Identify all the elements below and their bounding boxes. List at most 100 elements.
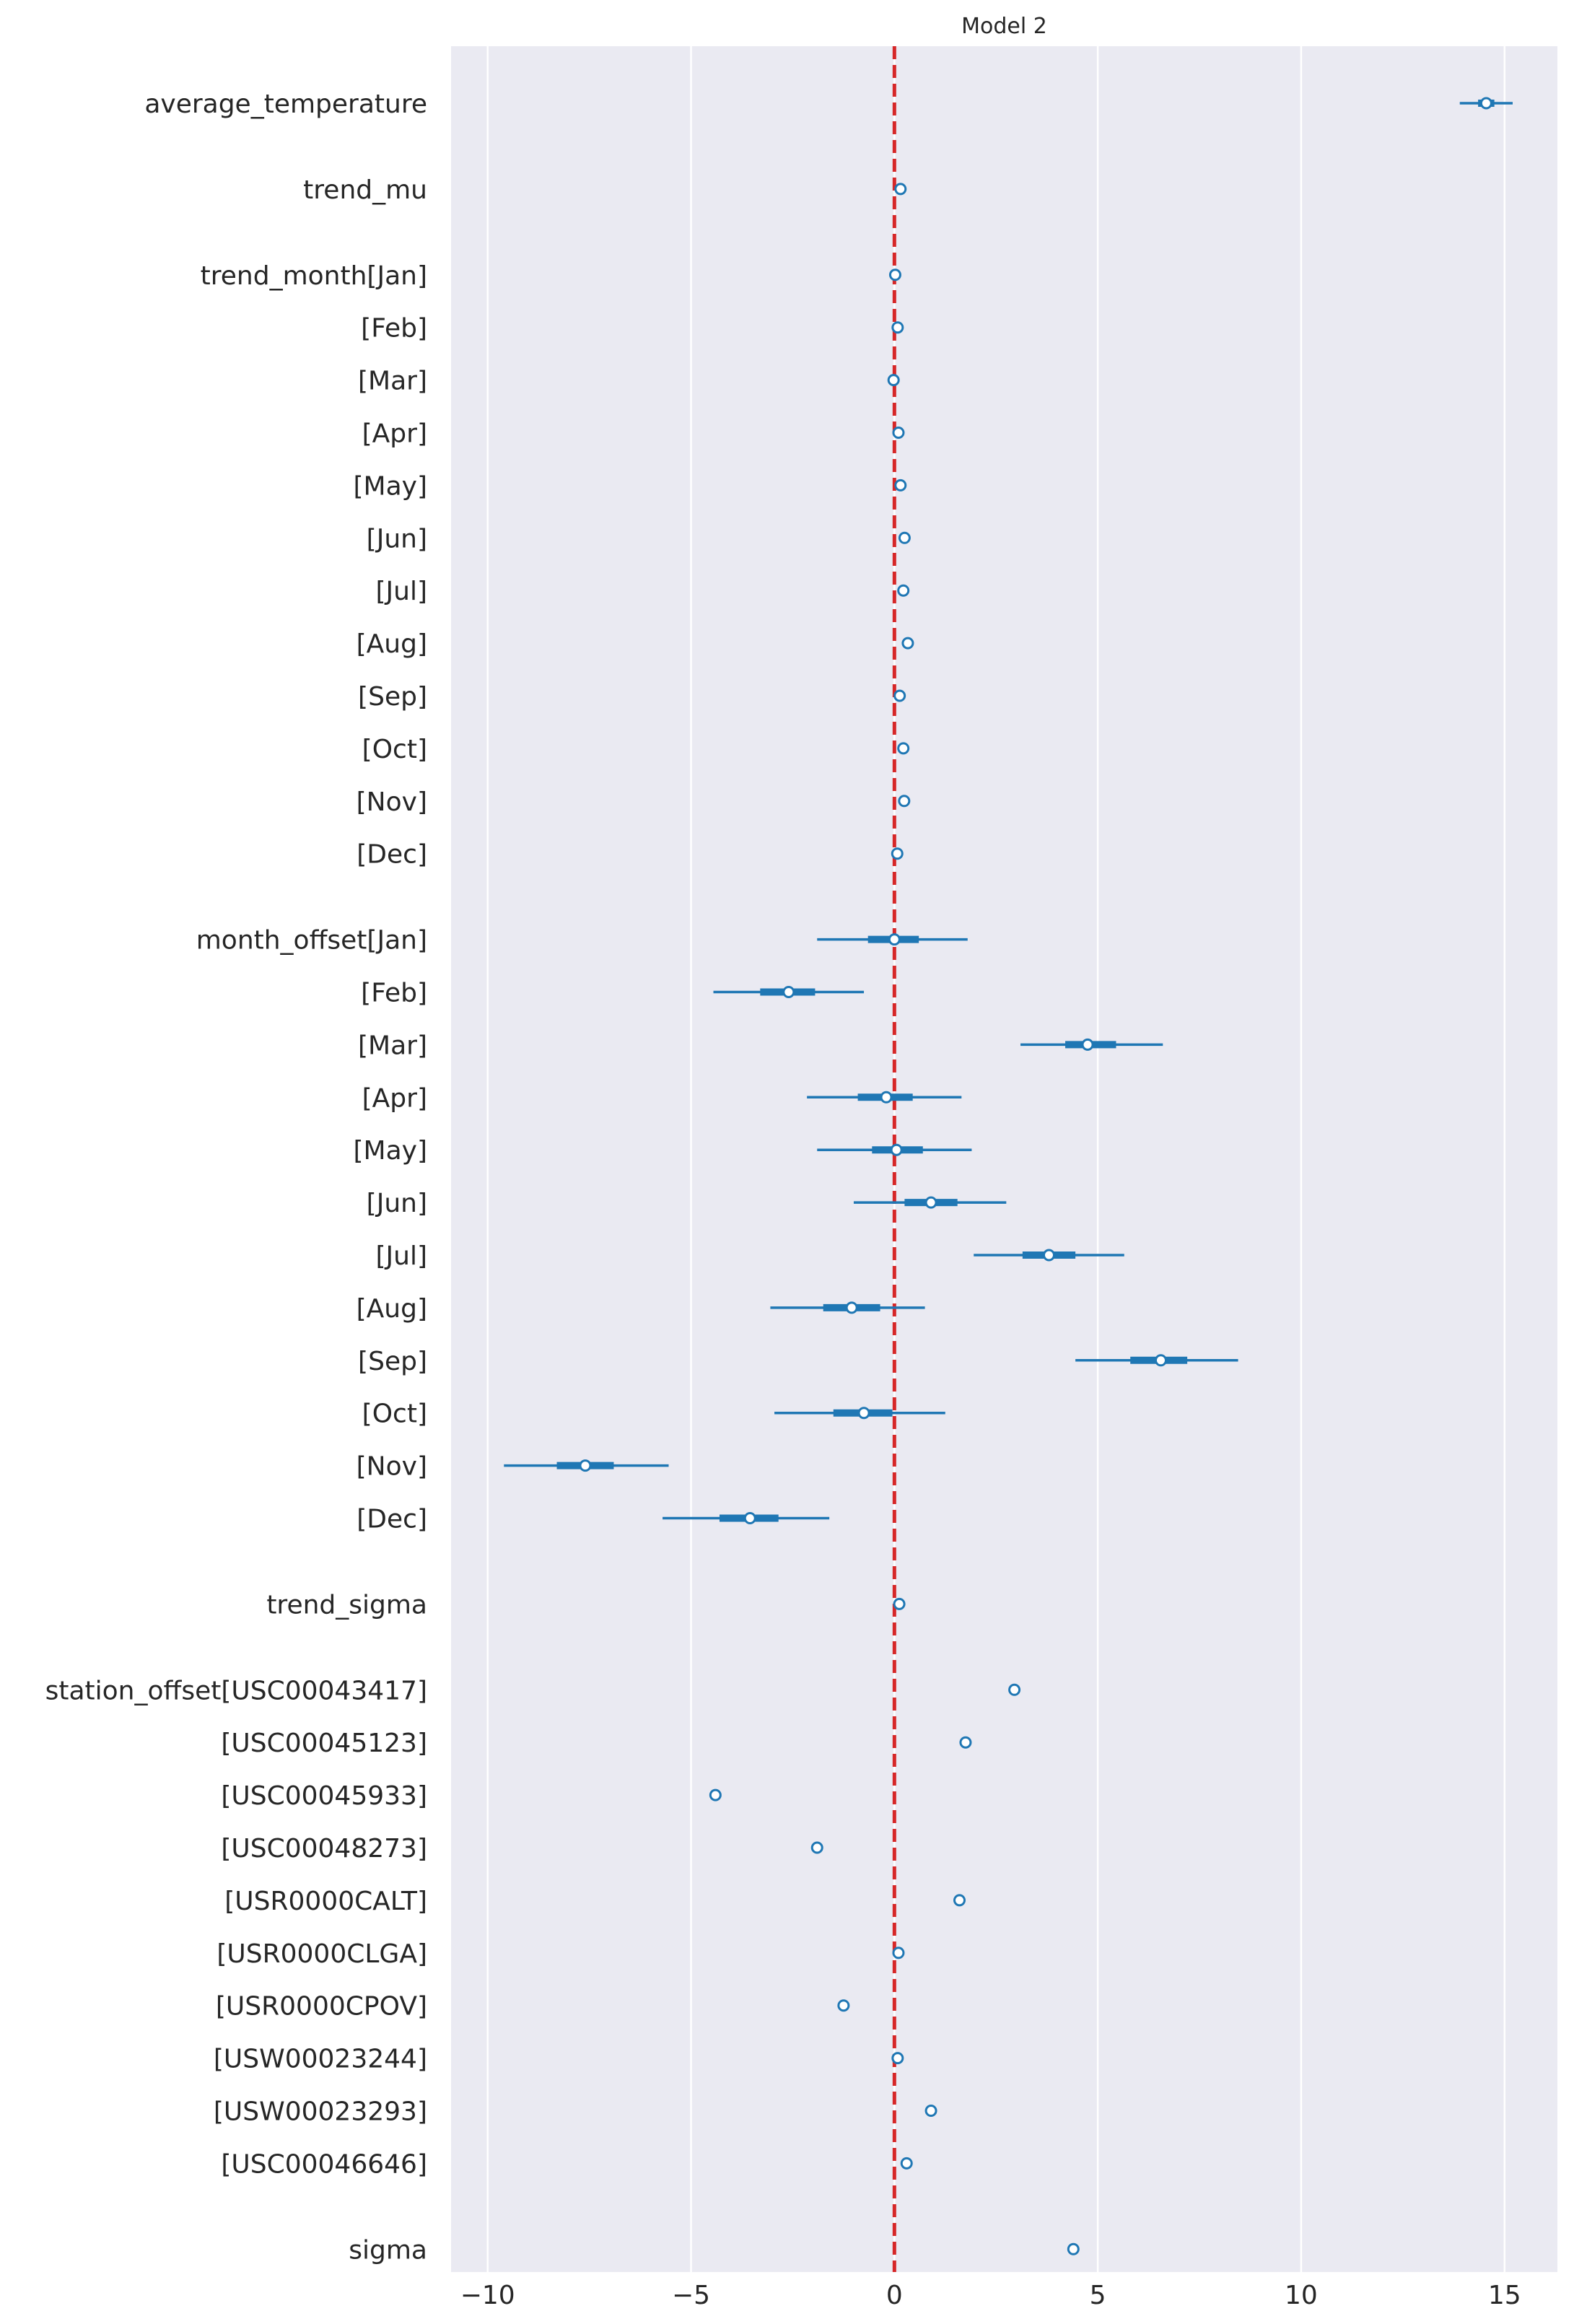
posterior-mean-point bbox=[888, 933, 901, 946]
posterior-mean-point bbox=[959, 1736, 972, 1749]
forest-row bbox=[891, 847, 904, 860]
y-tick-label: month_offset[Jan] bbox=[196, 926, 427, 956]
y-tick-label: station_offset[USC00043417] bbox=[45, 1676, 427, 1705]
posterior-mean-point bbox=[709, 1788, 722, 1801]
forest-row bbox=[837, 1999, 850, 2012]
forest-row bbox=[663, 1512, 830, 1524]
posterior-mean-point bbox=[887, 374, 900, 387]
y-tick-label: average_temperature bbox=[144, 89, 427, 119]
y-tick-label: [Mar] bbox=[358, 367, 427, 396]
posterior-mean-point bbox=[857, 1407, 870, 1420]
posterior-mean-point bbox=[810, 1841, 823, 1854]
forest-row bbox=[1008, 1683, 1021, 1696]
y-tick-label: [USW00023244] bbox=[214, 2045, 427, 2074]
forest-row bbox=[770, 1301, 925, 1314]
y-tick-label: [Nov] bbox=[357, 787, 427, 817]
forest-row bbox=[924, 2105, 937, 2117]
forest-row bbox=[817, 933, 968, 946]
forest-row bbox=[974, 1249, 1124, 1262]
posterior-mean-point bbox=[894, 479, 907, 492]
y-axis-labels: average_temperature trend_mu trend_month[J… bbox=[45, 89, 427, 2265]
y-tick-label: [USW00023293] bbox=[214, 2097, 427, 2127]
posterior-mean-point bbox=[891, 847, 904, 860]
posterior-mean-point bbox=[892, 427, 905, 439]
posterior-mean-point bbox=[953, 1894, 966, 1907]
x-tick-label: 5 bbox=[1090, 2281, 1106, 2310]
y-tick-label: [Feb] bbox=[361, 979, 427, 1008]
forest-row bbox=[959, 1736, 972, 1749]
forest-row bbox=[892, 427, 905, 439]
y-tick-label: [USR0000CPOV] bbox=[216, 1992, 427, 2022]
y-tick-label: [Aug] bbox=[357, 1294, 427, 1324]
plot-area bbox=[451, 46, 1557, 2272]
posterior-mean-point bbox=[880, 1091, 893, 1104]
forest-row bbox=[894, 183, 907, 196]
forest-row bbox=[893, 689, 906, 702]
forest-row bbox=[774, 1407, 945, 1420]
x-tick-label: 10 bbox=[1285, 2281, 1318, 2310]
posterior-mean-point bbox=[924, 2105, 937, 2117]
forest-row bbox=[1020, 1038, 1163, 1051]
forest-row bbox=[853, 1196, 1007, 1209]
posterior-mean-point bbox=[837, 1999, 850, 2012]
posterior-mean-point bbox=[894, 183, 907, 196]
y-tick-label: [Dec] bbox=[357, 1505, 427, 1534]
y-tick-label: [USC00045123] bbox=[221, 1729, 427, 1758]
y-tick-label: [Oct] bbox=[362, 735, 427, 764]
posterior-mean-point bbox=[1042, 1249, 1055, 1262]
forest-row bbox=[888, 268, 901, 281]
posterior-mean-point bbox=[1008, 1683, 1021, 1696]
forest-row bbox=[893, 1597, 906, 1610]
y-tick-label: [Mar] bbox=[358, 1031, 427, 1060]
posterior-mean-point bbox=[891, 321, 904, 334]
y-tick-label: [Apr] bbox=[362, 419, 427, 449]
y-tick-label: [Nov] bbox=[357, 1452, 427, 1482]
forest-row bbox=[1459, 97, 1513, 110]
posterior-mean-point bbox=[845, 1301, 858, 1314]
y-tick-label: [Jun] bbox=[367, 1189, 427, 1218]
forest-row bbox=[1067, 2242, 1080, 2255]
posterior-mean-point bbox=[743, 1512, 756, 1524]
forest-row bbox=[807, 1091, 962, 1104]
y-tick-label: sigma bbox=[349, 2235, 427, 2265]
posterior-mean-point bbox=[1154, 1354, 1167, 1367]
x-tick-label: −10 bbox=[460, 2281, 515, 2310]
y-tick-label: [USR0000CALT] bbox=[224, 1887, 427, 1916]
posterior-mean-point bbox=[898, 531, 911, 544]
forest-row bbox=[898, 795, 911, 808]
posterior-mean-point bbox=[893, 689, 906, 702]
posterior-mean-point bbox=[891, 2052, 904, 2065]
y-tick-label: [Jul] bbox=[375, 1241, 427, 1271]
y-tick-label: [May] bbox=[353, 471, 427, 501]
y-tick-label: [Oct] bbox=[362, 1399, 427, 1429]
forest-row bbox=[898, 531, 911, 544]
posterior-mean-point bbox=[579, 1459, 592, 1472]
posterior-mean-point bbox=[901, 637, 914, 650]
y-tick-label: trend_mu bbox=[303, 175, 427, 205]
y-tick-label: [Aug] bbox=[357, 629, 427, 659]
y-tick-label: [USC00046646] bbox=[221, 2149, 427, 2179]
x-tick-label: 0 bbox=[886, 2281, 903, 2310]
y-tick-label: [USC00045933] bbox=[221, 1781, 427, 1811]
x-axis-ticks: −10 −5 0 5 10 15 bbox=[460, 2281, 1521, 2310]
y-tick-label: [Apr] bbox=[362, 1083, 427, 1113]
posterior-mean-point bbox=[898, 795, 911, 808]
posterior-mean-point bbox=[782, 986, 795, 998]
posterior-mean-point bbox=[900, 2157, 913, 2170]
forest-row bbox=[900, 2157, 913, 2170]
forest-row bbox=[810, 1841, 823, 1854]
forest-row bbox=[897, 742, 910, 755]
y-tick-label: trend_month[Jan] bbox=[201, 261, 427, 291]
forest-row bbox=[709, 1788, 722, 1801]
posterior-mean-point bbox=[924, 1196, 937, 1209]
posterior-mean-point bbox=[890, 1143, 903, 1156]
x-tick-label: 15 bbox=[1488, 2281, 1521, 2310]
forest-row bbox=[817, 1143, 972, 1156]
posterior-mean-point bbox=[892, 1947, 905, 1960]
y-tick-label: [USC00048273] bbox=[221, 1834, 427, 1864]
forest-row bbox=[891, 2052, 904, 2065]
forest-row bbox=[891, 321, 904, 334]
y-tick-label: [Jul] bbox=[375, 577, 427, 606]
forest-row bbox=[887, 374, 900, 387]
y-tick-label: [May] bbox=[353, 1136, 427, 1166]
